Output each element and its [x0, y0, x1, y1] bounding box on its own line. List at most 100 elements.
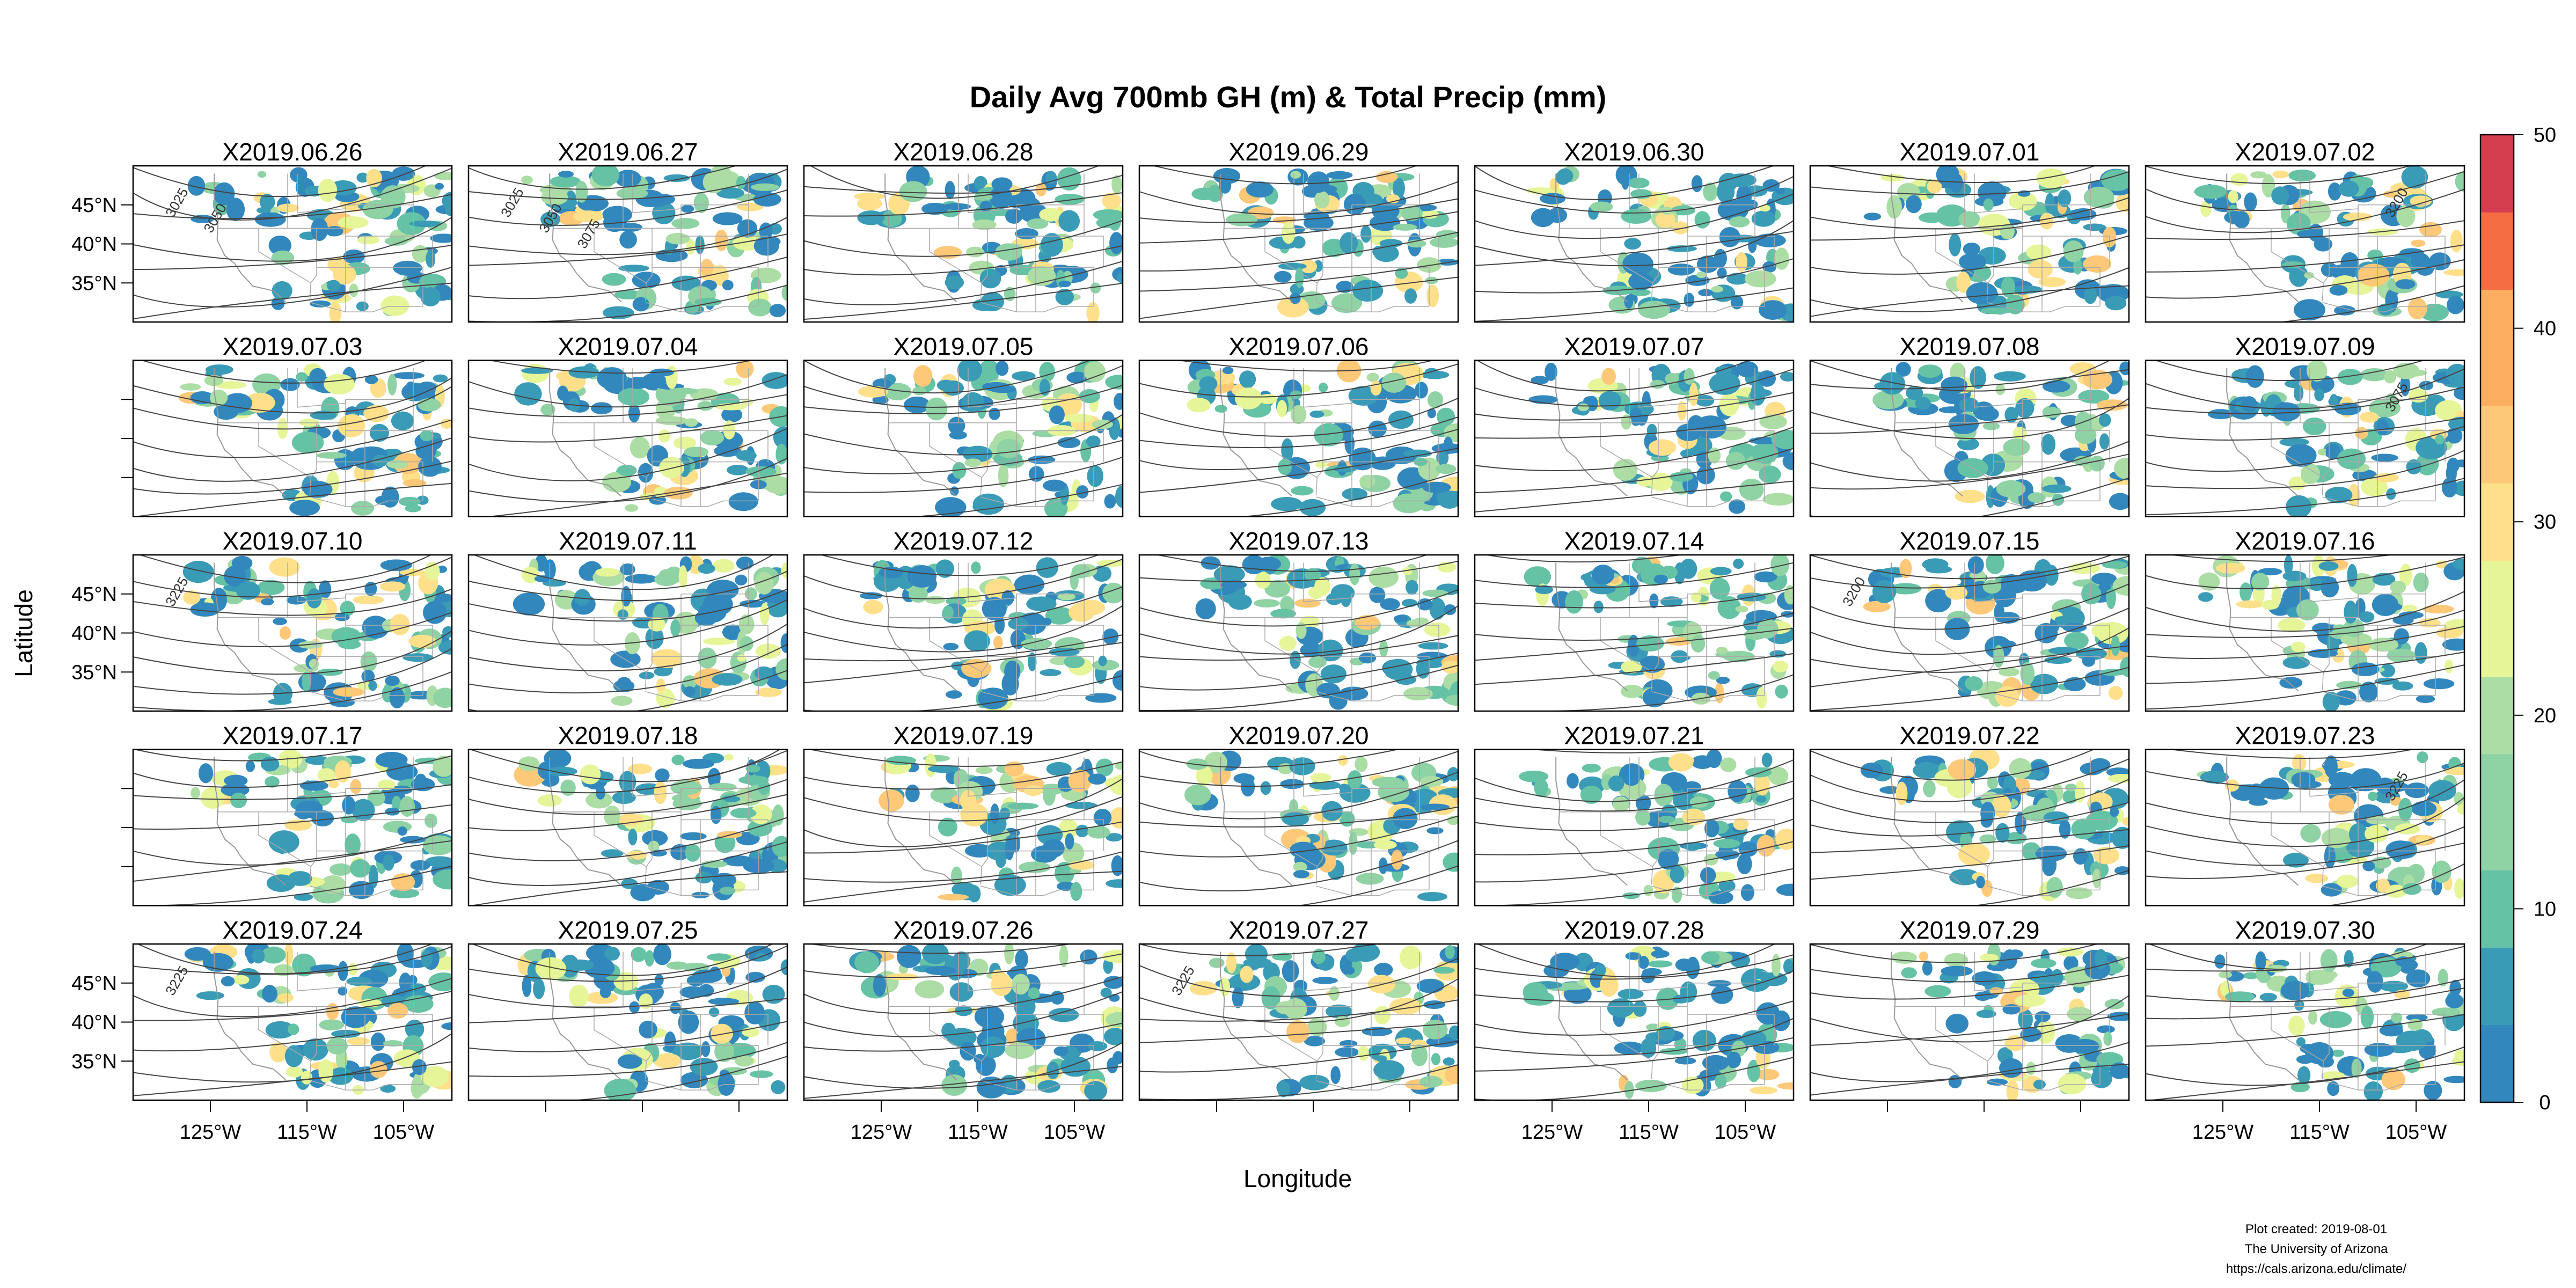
precip-cell: [1065, 801, 1097, 809]
precip-cell: [1638, 956, 1649, 969]
contour: [469, 817, 787, 861]
precip-cell: [440, 419, 452, 429]
precip-cell: [2282, 656, 2310, 669]
contour: [804, 761, 1123, 790]
contour: [1139, 635, 1458, 661]
contour: [1139, 840, 1458, 892]
precip-cell: [1014, 574, 1045, 595]
precip-cell: [2258, 568, 2282, 576]
coastline: [2226, 368, 2299, 497]
contour: [1139, 428, 1458, 471]
state-border: [317, 1045, 423, 1085]
colorbar-band: [2480, 483, 2514, 522]
state-border: [1315, 228, 1323, 301]
precip-cell: [1631, 289, 1651, 296]
precip-cell: [2294, 299, 2325, 321]
precip-cell: [1896, 362, 1911, 377]
precip-cell: [1064, 413, 1093, 423]
precip-cell: [357, 236, 380, 244]
precip-cell: [1058, 210, 1080, 232]
state-border: [2322, 1006, 2330, 1079]
state-border: [309, 228, 317, 301]
precip-cell: [2338, 180, 2359, 197]
contour: [1810, 555, 2113, 580]
contour: [1475, 780, 1794, 812]
state-border: [1316, 302, 1429, 312]
precip-cell: [353, 595, 384, 605]
contour: [469, 570, 787, 601]
state-border: [1303, 368, 1352, 408]
precip-cell: [2045, 193, 2055, 215]
contour: [1810, 171, 2129, 195]
precip-cell: [1401, 206, 1423, 221]
precip-cell: [625, 574, 657, 584]
panel-frame: [1474, 554, 1795, 712]
precip-cell: [1087, 465, 1103, 487]
state-border: [1994, 461, 2101, 501]
precip-cell: [1005, 208, 1023, 224]
precip-cell: [370, 1032, 386, 1051]
map-panel: [1139, 555, 1458, 711]
precip-cell: [1426, 827, 1444, 835]
precip-cell: [921, 202, 949, 215]
precip-cell: [1759, 204, 1770, 212]
precip-cell: [2059, 819, 2071, 839]
contour: [1475, 193, 1794, 239]
precip-cell: [1726, 273, 1748, 285]
contour: [486, 472, 787, 517]
panel-frame: [803, 360, 1124, 517]
panel-title: X2019.07.07: [1564, 333, 1704, 361]
precip-cell: [1524, 566, 1552, 588]
coastline: [1555, 757, 1628, 886]
precip-cell: [2106, 586, 2116, 610]
precip-cell: [2343, 213, 2372, 222]
precip-cell: [1980, 801, 1995, 825]
precip-cell: [1111, 175, 1122, 194]
precip-cell: [434, 172, 452, 180]
precip-cell: [557, 385, 569, 401]
precip-cell: [2071, 818, 2096, 839]
state-border: [980, 302, 1094, 312]
precip-cell: [994, 874, 1026, 896]
precip-cell: [1680, 558, 1697, 579]
precip-cell: [2015, 994, 2046, 1007]
state-border: [2309, 173, 2359, 214]
precip-cell: [780, 959, 787, 976]
precip-cell: [386, 459, 408, 469]
precip-cell: [2411, 239, 2426, 247]
state-border: [980, 885, 1094, 896]
panel-frame: [1138, 360, 1459, 517]
precip-cell: [2240, 582, 2252, 602]
precip-cell: [402, 653, 434, 662]
precip-cell: [680, 1072, 708, 1088]
precip-cell: [769, 304, 786, 318]
contour: [133, 749, 364, 762]
precip-cell: [1774, 247, 1789, 270]
precip-cell: [1754, 571, 1777, 583]
precip-cell: [1043, 479, 1066, 492]
coastline: [1555, 952, 1628, 1080]
state-border: [645, 885, 758, 896]
precip-cell: [1653, 574, 1668, 584]
contour: [469, 670, 787, 711]
contour: [1139, 978, 1458, 1023]
precip-cell: [2271, 186, 2289, 205]
precip-cell: [1627, 177, 1650, 189]
state-border: [1323, 656, 1430, 696]
precip-cell: [1773, 660, 1788, 673]
precip-cell: [2347, 484, 2360, 507]
precip-cell: [261, 946, 286, 964]
precip-cell: [1733, 558, 1744, 569]
precip-cell: [1545, 362, 1558, 381]
precip-cell: [1374, 962, 1393, 977]
state-border: [1651, 496, 1765, 507]
precip-cell: [1399, 946, 1423, 970]
precip-cell: [1750, 1086, 1777, 1095]
precip-cell: [1370, 380, 1382, 396]
contour: [1475, 970, 1794, 1002]
precip-cell: [1429, 598, 1446, 620]
precip-cell: [1636, 635, 1664, 652]
state-border: [258, 228, 311, 283]
state-border: [1987, 496, 2100, 507]
precip-cell: [1403, 449, 1432, 458]
